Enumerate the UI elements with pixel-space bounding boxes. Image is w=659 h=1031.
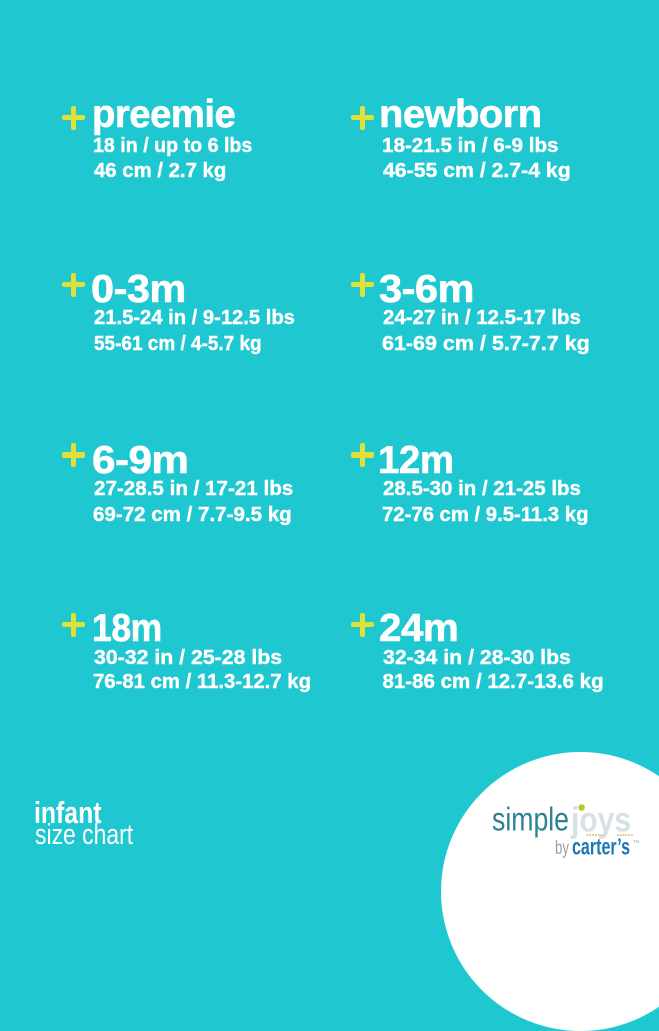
svg-text:TM: TM: [633, 839, 640, 844]
svg-text:by: by: [555, 838, 569, 859]
svg-text:carter’s: carter’s: [572, 834, 630, 860]
svg-text:simple: simple: [492, 801, 569, 838]
